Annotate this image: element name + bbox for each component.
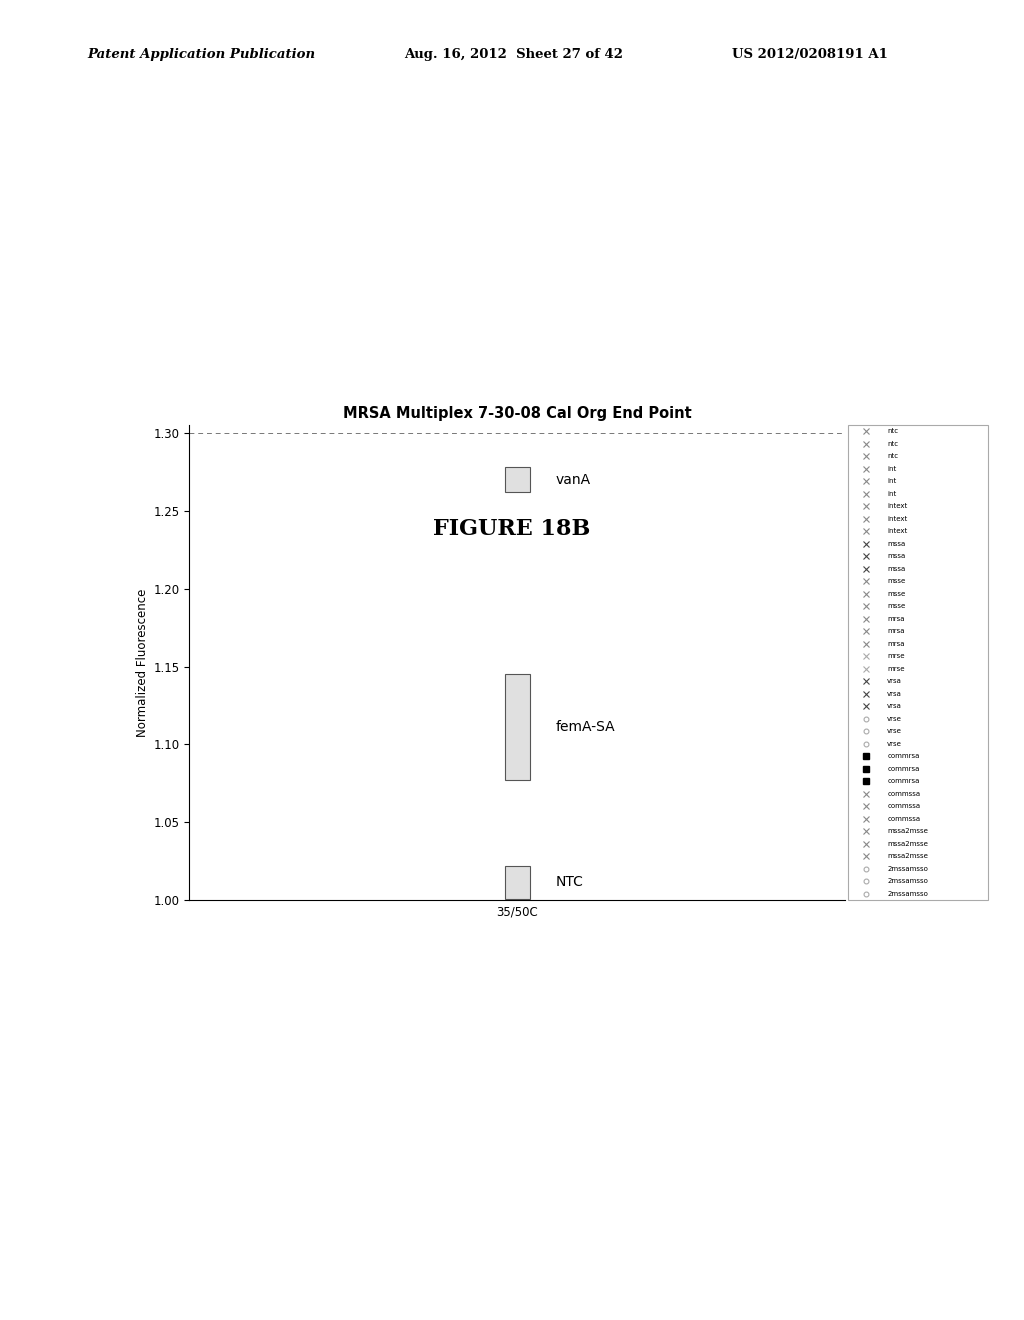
Text: vrse: vrse [887,741,902,747]
Text: Patent Application Publication: Patent Application Publication [87,48,315,61]
Text: mssa2msse: mssa2msse [887,854,928,859]
Text: mssa: mssa [887,566,905,572]
Text: commrsa: commrsa [887,779,920,784]
Text: vanA: vanA [556,473,591,487]
Text: ntc: ntc [887,441,898,446]
Text: vrse: vrse [887,715,902,722]
FancyBboxPatch shape [505,866,529,899]
Text: mssa2msse: mssa2msse [887,829,928,834]
Text: mssa: mssa [887,541,905,546]
Text: int: int [887,478,896,484]
Text: mrsa: mrsa [887,642,904,647]
Text: vrsa: vrsa [887,704,902,709]
Text: msse: msse [887,591,905,597]
Text: commrsa: commrsa [887,766,920,772]
Text: mssa2msse: mssa2msse [887,841,928,847]
Text: vrsa: vrsa [887,678,902,684]
Text: intext: intext [887,516,907,521]
Text: vrse: vrse [887,729,902,734]
Text: ntc: ntc [887,428,898,434]
Text: NTC: NTC [556,875,584,890]
Text: commssa: commssa [887,791,921,797]
Text: femA-SA: femA-SA [556,721,615,734]
Text: int: int [887,466,896,471]
Text: mrse: mrse [887,653,904,660]
Text: commrsa: commrsa [887,754,920,759]
Text: mrse: mrse [887,665,904,672]
Text: commssa: commssa [887,816,921,822]
Title: MRSA Multiplex 7-30-08 Cal Org End Point: MRSA Multiplex 7-30-08 Cal Org End Point [343,407,691,421]
FancyBboxPatch shape [505,675,529,780]
Text: ntc: ntc [887,453,898,459]
Text: vrsa: vrsa [887,690,902,697]
Text: mssa: mssa [887,553,905,560]
FancyBboxPatch shape [505,467,529,492]
Text: msse: msse [887,603,905,610]
Text: 2mssamsso: 2mssamsso [887,866,928,873]
Text: intext: intext [887,503,907,510]
Text: 2mssamsso: 2mssamsso [887,891,928,898]
Text: msse: msse [887,578,905,585]
Y-axis label: Normalized Fluorescence: Normalized Fluorescence [136,589,150,737]
Text: mrsa: mrsa [887,616,904,622]
Text: commssa: commssa [887,804,921,809]
Text: mrsa: mrsa [887,628,904,635]
Text: FIGURE 18B: FIGURE 18B [433,517,591,540]
Text: 2mssamsso: 2mssamsso [887,879,928,884]
Text: US 2012/0208191 A1: US 2012/0208191 A1 [732,48,888,61]
Text: Aug. 16, 2012  Sheet 27 of 42: Aug. 16, 2012 Sheet 27 of 42 [404,48,624,61]
Text: intext: intext [887,528,907,535]
Text: int: int [887,491,896,496]
